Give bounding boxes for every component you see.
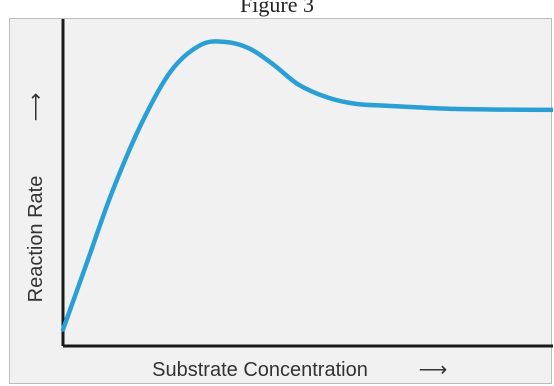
y-axis-label: Reaction Rate (25, 176, 47, 303)
x-axis-label: Substrate Concentration (152, 359, 368, 381)
chart-panel: Substrate Concentration ⟶ Reaction Rate … (9, 18, 553, 384)
line-chart: Substrate Concentration ⟶ Reaction Rate … (25, 19, 553, 381)
y-axis-arrow: ⟶ (25, 93, 47, 122)
figure-title: Figure 3 (240, 0, 314, 17)
x-axis-arrow: ⟶ (419, 359, 448, 381)
series-line-reaction-rate (60, 39, 553, 332)
